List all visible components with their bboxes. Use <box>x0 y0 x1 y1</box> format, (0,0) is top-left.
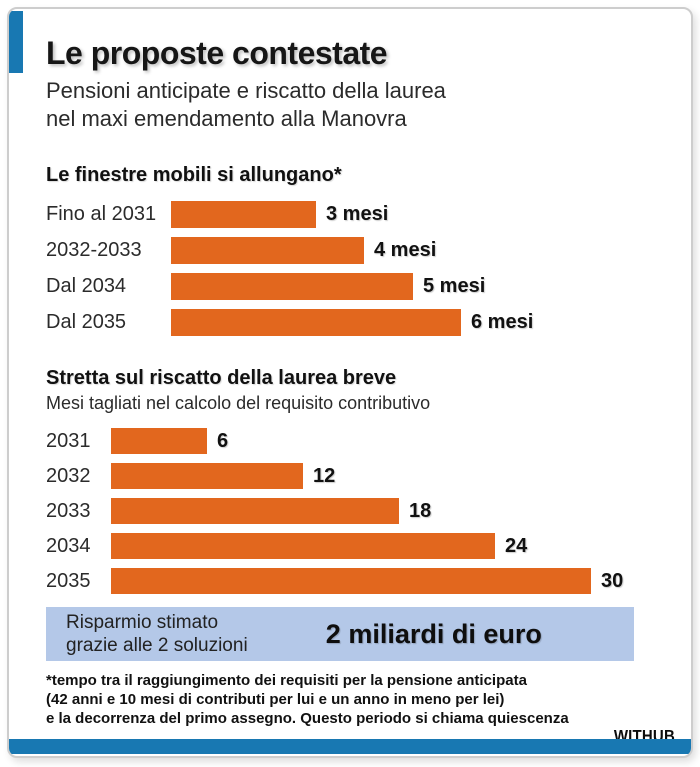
footnote-line-3: e la decorrenza del primo assegno. Quest… <box>46 710 569 727</box>
page-title: Le proposte contestate <box>46 35 388 71</box>
row-value: 6 mesi <box>471 311 534 333</box>
bar <box>171 273 413 300</box>
savings-summary-box: Risparmio stimato grazie alle 2 soluzion… <box>46 607 634 661</box>
chart1-title: Le finestre mobili si allungano* <box>46 164 342 186</box>
bar <box>111 568 591 594</box>
subtitle-line-2: nel maxi emendamento alla Manovra <box>46 106 407 131</box>
row-label: Dal 2035 <box>46 311 127 333</box>
row-label: 2031 <box>46 429 91 452</box>
bar <box>171 237 364 264</box>
summary-value: 2 miliardi di euro <box>325 618 542 649</box>
row-value: 24 <box>505 534 528 557</box>
row-value: 3 mesi <box>326 203 389 225</box>
chart-row: 2035 30 <box>46 568 675 594</box>
summary-label: Risparmio stimato grazie alle 2 soluzion… <box>46 611 248 657</box>
row-label: 2035 <box>46 569 91 592</box>
bar <box>111 428 207 454</box>
subtitle-line-1: Pensioni anticipate e riscatto della lau… <box>46 78 446 103</box>
bar <box>111 498 399 524</box>
summary-label-line-2: grazie alle 2 soluzioni <box>66 635 248 656</box>
row-label: 2034 <box>46 534 91 557</box>
bar <box>111 533 495 559</box>
infographic-card: Le proposte contestate Pensioni anticipa… <box>7 7 693 758</box>
chart2-subtitle: Mesi tagliati nel calcolo del requisito … <box>46 393 431 413</box>
chart-finestre-mobili: Fino al 2031 3 mesi 2032-2033 4 mesi Dal… <box>46 201 675 336</box>
top-left-accent-bar <box>9 11 23 73</box>
chart-row: 2032 12 <box>46 463 675 489</box>
chart-row: 2032-2033 4 mesi <box>46 237 675 264</box>
chart-row: 2031 6 <box>46 428 675 454</box>
row-value: 6 <box>217 429 229 452</box>
footnote: *tempo tra il raggiungimento dei requisi… <box>46 671 675 728</box>
chart-row: Fino al 2031 3 mesi <box>46 201 675 228</box>
footnote-line-2: (42 anni e 10 mesi di contributi per lui… <box>46 691 505 708</box>
row-label: 2032-2033 <box>46 239 142 261</box>
page-subtitle: Pensioni anticipate e riscatto della lau… <box>46 77 675 133</box>
row-label: Dal 2034 <box>46 275 127 297</box>
chart-row: 2034 24 <box>46 533 675 559</box>
row-value: 12 <box>313 464 336 487</box>
bar <box>171 201 316 228</box>
chart-row: Dal 2035 6 mesi <box>46 309 675 336</box>
row-value: 18 <box>409 499 432 522</box>
content-area: Le proposte contestate Pensioni anticipa… <box>9 9 691 746</box>
row-label: 2033 <box>46 499 91 522</box>
summary-label-line-1: Risparmio stimato <box>66 612 219 633</box>
row-label: Fino al 2031 <box>46 203 157 225</box>
bottom-accent-bar <box>9 739 691 754</box>
bar <box>171 309 461 336</box>
row-value: 4 mesi <box>374 239 437 261</box>
chart-row: Dal 2034 5 mesi <box>46 273 675 300</box>
chart-riscatto-laurea: 2031 6 2032 12 2033 18 2034 24 2035 <box>46 428 675 594</box>
row-value: 5 mesi <box>423 275 486 297</box>
chart-row: 2033 18 <box>46 498 675 524</box>
chart2-title: Stretta sul riscatto della laurea breve <box>46 367 397 389</box>
row-value: 30 <box>601 569 624 592</box>
footnote-line-1: *tempo tra il raggiungimento dei requisi… <box>46 672 527 689</box>
row-label: 2032 <box>46 464 91 487</box>
bar <box>111 463 303 489</box>
